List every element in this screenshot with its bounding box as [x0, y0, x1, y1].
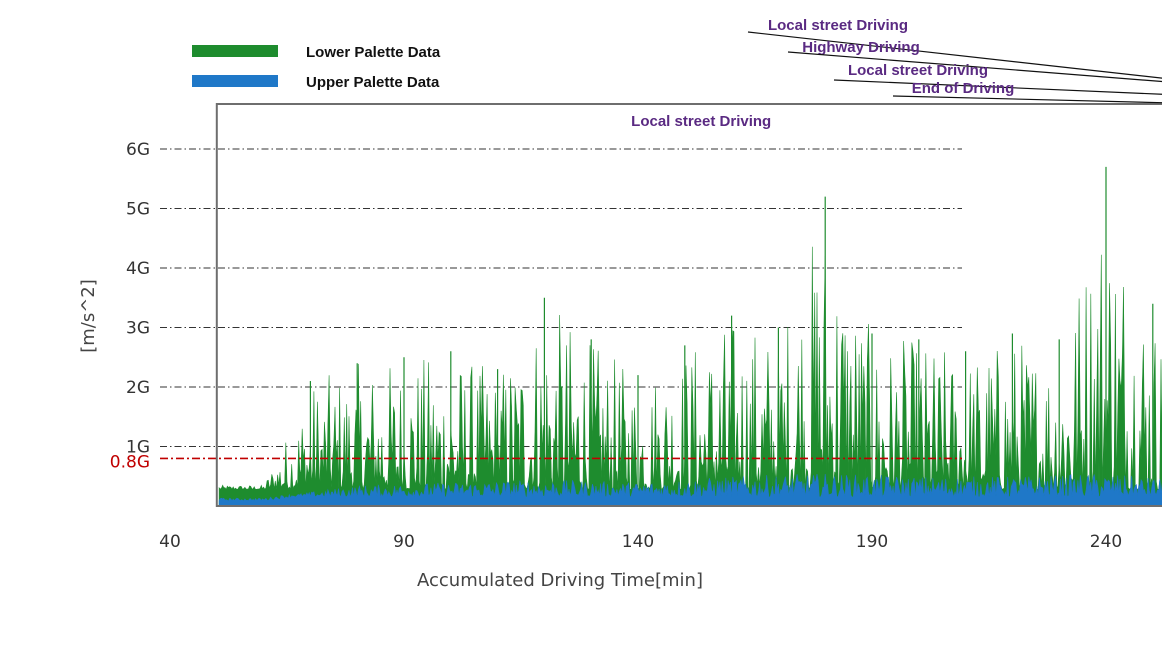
legend: Lower Palette Data Upper Palette Data	[192, 44, 441, 91]
y-tick-label: 3G	[126, 319, 150, 339]
y-tick-label: 6G	[126, 140, 150, 160]
x-tick-label: 90	[393, 532, 415, 552]
y-tick-label: 4G	[126, 259, 150, 279]
legend-swatch	[192, 45, 278, 57]
annotation-arrow	[892, 95, 1162, 104]
x-tick-label: 190	[856, 532, 888, 552]
annotation-label: Local street Driving	[768, 17, 908, 34]
x-tick-label: 40	[159, 532, 181, 552]
y-tick-label: 2G	[126, 378, 150, 398]
x-tick-label: 240	[1090, 532, 1122, 552]
annotation-label: Local street Driving	[848, 62, 988, 79]
legend-label: Lower Palette Data	[306, 44, 441, 61]
segments-layer: Local street DrivingParking	[215, 103, 1162, 507]
annotation-label: Highway Driving	[802, 39, 920, 56]
legend-label: Upper Palette Data	[306, 74, 440, 91]
y-tick-label: 1G	[126, 438, 150, 458]
axes-layer: 1G2G3G4G5G6G4090140190240290340390440Acc…	[78, 140, 1122, 591]
x-tick-label: 140	[622, 532, 654, 552]
segment-label: Local street Driving	[631, 113, 771, 130]
segment-box	[215, 103, 1162, 507]
annotation-arrow	[787, 51, 1162, 83]
x-axis-title: Accumulated Driving Time[min]	[417, 570, 703, 591]
annotation-arrow	[747, 31, 1162, 79]
threshold-layer: 0.8G	[110, 452, 962, 472]
annotation-arrow	[833, 79, 1162, 95]
y-axis-title: [m/s^2]	[78, 279, 99, 353]
legend-swatch	[192, 75, 278, 87]
threshold-label: 0.8G	[110, 452, 150, 472]
annotations-layer: Local street Driving Highway Driving Local…	[747, 17, 1162, 104]
series-area-lower	[218, 246, 1162, 507]
y-tick-label: 5G	[126, 200, 150, 220]
series-layer	[218, 166, 1162, 507]
annotation-label: End of Driving	[912, 80, 1015, 97]
